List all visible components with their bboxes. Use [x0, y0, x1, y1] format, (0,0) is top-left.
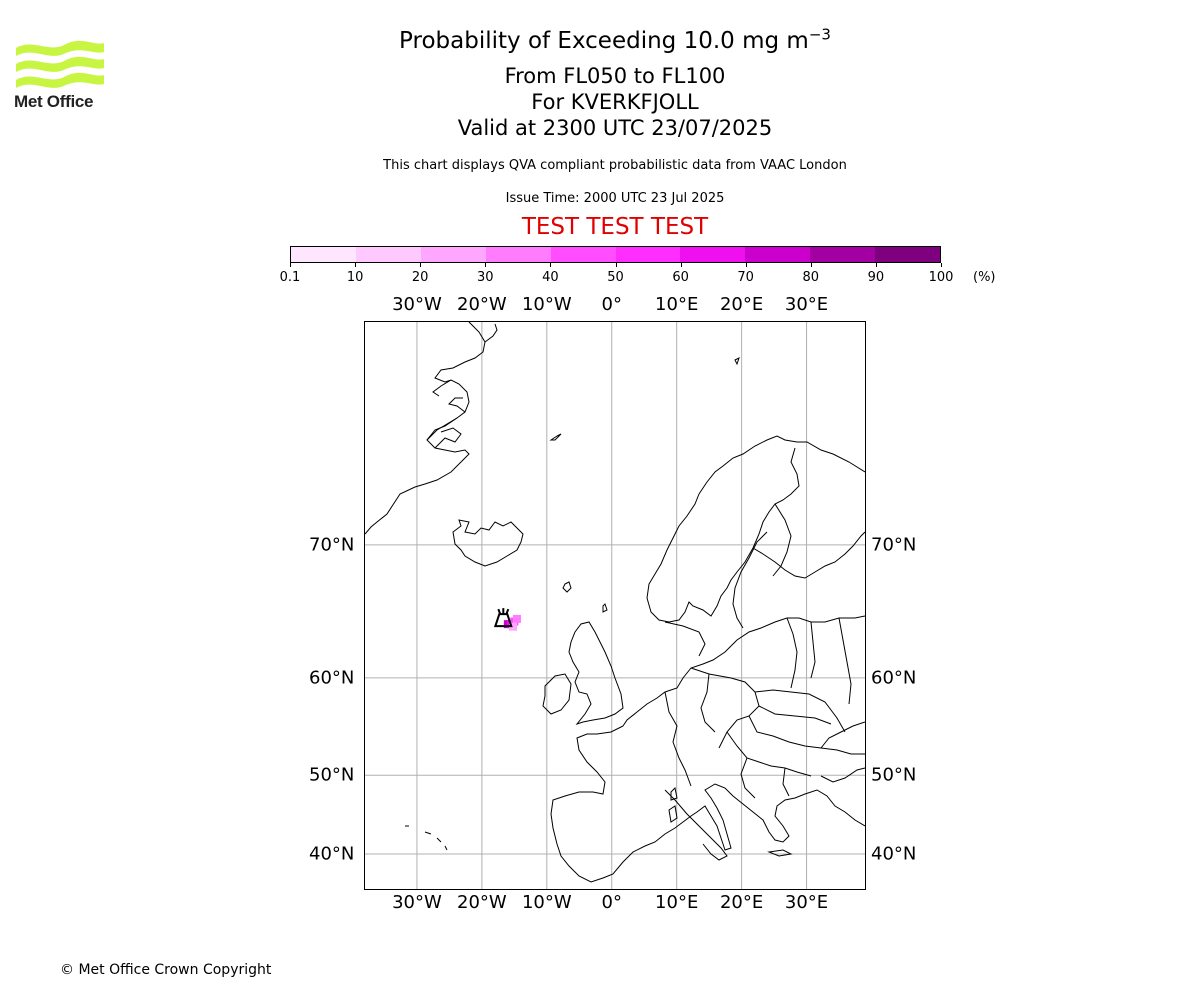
italy-coast [664, 789, 728, 861]
latitude-label-right: 60°N [871, 667, 917, 689]
legend-tick-mark [615, 263, 617, 267]
legend-tick-mark [290, 263, 291, 267]
test-banner: TEST TEST TEST [521, 214, 709, 240]
map-frame [364, 321, 866, 890]
longitude-label-bottom: 10°E [655, 892, 699, 913]
legend-tick-mark [941, 263, 942, 267]
legend-tick-label: 20 [411, 270, 429, 285]
faroe-coast [562, 581, 572, 593]
black-sea-coast [820, 721, 865, 783]
longitude-label-bottom: 10°W [521, 892, 572, 913]
met-office-wordmark: Met Office [14, 92, 94, 111]
jan-mayen-coast [549, 433, 562, 441]
longitude-label-top: 30°E [784, 294, 829, 315]
legend-tick-label: 70 [737, 270, 754, 285]
latitude-label-right: 50°N [871, 764, 917, 786]
legend-color-segment [485, 247, 551, 262]
longitude-label-top: 10°W [521, 294, 572, 315]
legend-color-segment [875, 247, 941, 262]
legend-tick-label: 50 [607, 270, 624, 285]
legend-color-segment [355, 247, 421, 262]
legend-tick-mark [355, 263, 357, 267]
copyright-notice: © Met Office Crown Copyright [60, 962, 272, 978]
legend-tick-label: 30 [477, 270, 494, 285]
legend-tick-mark [680, 263, 682, 267]
legend-tick-label: 80 [802, 270, 820, 285]
legend-tick-label: 100 [928, 270, 954, 285]
legend-tick-label: 0.1 [279, 270, 301, 285]
longitude-label-top: 0° [601, 294, 622, 315]
azores-islands [405, 825, 448, 851]
greenland-fjords [426, 323, 498, 449]
legend-tick-label: 40 [542, 270, 559, 285]
map-canvas [365, 322, 865, 889]
longitude-label-bottom: 30°E [784, 892, 829, 913]
legend-tick-mark [875, 263, 877, 267]
latitude-label-left: 70°N [309, 534, 355, 556]
ash-probability-layer [503, 614, 521, 631]
longitude-label-bottom: 20°W [457, 892, 507, 913]
legend-tick-label: 90 [867, 270, 885, 285]
shetland-coast [602, 603, 608, 613]
legend-color-segment [550, 247, 616, 262]
probability-colorbar [290, 246, 941, 263]
chart-description: This chart displays QVA compliant probab… [383, 158, 847, 173]
scandinavia-coast [646, 435, 865, 623]
volcano-icon-stroke [497, 608, 510, 615]
latitude-label-left: 40°N [309, 843, 355, 865]
sardinia-coast [668, 805, 678, 823]
latitude-label-right: 70°N [871, 534, 917, 556]
longitude-label-top: 20°E [719, 294, 764, 315]
latitude-label-right: 40°N [871, 843, 917, 865]
longitude-label-bottom: 20°E [719, 892, 764, 913]
longitude-label-top: 10°E [655, 294, 699, 315]
svalbard-fragment [734, 357, 740, 366]
legend-unit: (%) [973, 270, 996, 285]
ash-probability-cell [512, 614, 521, 623]
issue-time: Issue Time: 2000 UTC 23 Jul 2025 [505, 191, 725, 206]
legend-tick-mark [745, 263, 747, 267]
greenland-coast [365, 322, 486, 535]
corsica-coast [670, 786, 678, 801]
legend-color-segment [291, 247, 356, 262]
ash-probability-cell [509, 622, 518, 631]
legend-tick-mark [485, 263, 487, 267]
iceland-coast [452, 519, 524, 567]
great-britain-coast [568, 621, 624, 726]
longitude-label-top: 20°W [457, 294, 507, 315]
europe-coast [550, 615, 865, 883]
volcano-icon [493, 608, 513, 628]
legend-tick-mark [420, 263, 422, 267]
unit-exponent: −3 [808, 25, 831, 44]
longitude-label-bottom: 0° [601, 892, 622, 913]
ireland-coast [542, 673, 572, 715]
valid-time: Valid at 2300 UTC 23/07/2025 [457, 116, 773, 140]
longitude-label-bottom: 30°W [392, 892, 442, 913]
met-office-wave-logo-icon [16, 40, 104, 88]
coastlines [365, 322, 865, 883]
legend-tick-label: 10 [346, 270, 364, 285]
volcano-name: For KVERKFJOLL [531, 90, 699, 114]
legend-tick-mark [810, 263, 812, 267]
crete-coast [767, 849, 793, 857]
legend-color-segment [420, 247, 486, 262]
longitude-label-top: 30°W [392, 294, 442, 315]
latitude-label-left: 50°N [309, 764, 355, 786]
legend-color-segment [810, 247, 876, 262]
legend-color-segment [745, 247, 811, 262]
latitude-label-left: 60°N [309, 667, 355, 689]
gulf-of-bothnia [732, 503, 792, 629]
legend-tick-label: 60 [672, 270, 689, 285]
map-gridlines [365, 322, 865, 889]
flight-level-range: From FL050 to FL100 [504, 64, 726, 88]
legend-color-segment [680, 247, 746, 262]
chart-title: Probability of Exceeding 10.0 mg m−3 [399, 25, 831, 54]
borders [664, 617, 865, 799]
legend-color-segment [615, 247, 681, 262]
legend-tick-mark [550, 263, 552, 267]
